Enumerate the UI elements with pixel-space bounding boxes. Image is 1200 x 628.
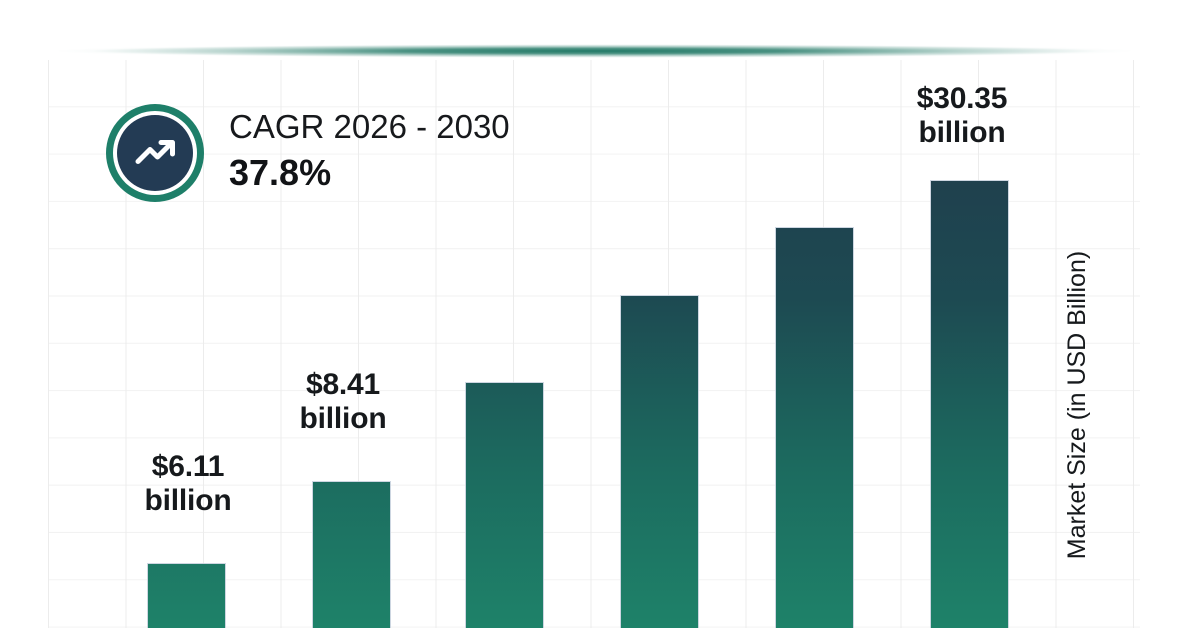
bar-1[interactable]: [147, 563, 226, 628]
bars-container: [48, 60, 1140, 628]
cagr-badge-ring-gap: [113, 111, 197, 195]
cagr-period-label: CAGR 2026 - 2030: [229, 108, 510, 146]
cagr-badge-core: [117, 115, 193, 191]
cagr-badge: [106, 104, 204, 202]
bar-1-value-label: $6.11 billion: [144, 450, 232, 517]
trending-up-icon: [129, 127, 181, 179]
bar-6-fill: [931, 181, 1008, 628]
bar-3-fill: [466, 383, 543, 628]
bar-4[interactable]: [620, 295, 699, 628]
bar-1-fill: [148, 564, 225, 628]
bar-2-value-label: $8.41 billion: [299, 368, 387, 435]
bar-6-value-label: $30.35 billion: [916, 82, 1008, 149]
y-axis-title: Market Size (in USD Billion): [1063, 250, 1091, 560]
top-accent-lens: [52, 44, 1137, 58]
plot-area: [48, 60, 1140, 628]
bar-5-fill: [776, 228, 853, 628]
bar-6[interactable]: [930, 180, 1009, 628]
bar-5[interactable]: [775, 227, 854, 628]
cagr-callout: CAGR 2026 - 2030 37.8%: [106, 104, 510, 202]
cagr-text-group: CAGR 2026 - 2030 37.8%: [229, 108, 510, 196]
bar-2[interactable]: [312, 481, 391, 628]
bar-3[interactable]: [465, 382, 544, 628]
cagr-value-label: 37.8%: [229, 152, 332, 194]
bar-2-fill: [313, 482, 390, 628]
bar-4-fill: [621, 296, 698, 628]
